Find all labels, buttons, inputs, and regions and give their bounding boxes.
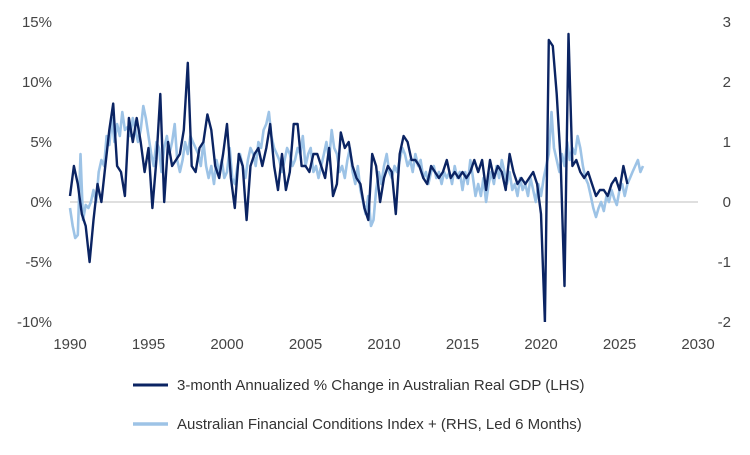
x-tick-label: 2010 — [367, 336, 400, 353]
x-tick-label: 2000 — [210, 336, 243, 353]
y-right-tick-label: -2 — [718, 314, 731, 331]
x-tick-label: 1990 — [53, 336, 86, 353]
legend-label-fci: Australian Financial Conditions Index + … — [177, 416, 582, 433]
y-left-tick-label: 5% — [30, 134, 52, 151]
y-right-tick-label: 3 — [723, 14, 731, 31]
y-axis-left: 15% 10% 5% 0% -5% -10% — [17, 14, 52, 331]
plot-area — [68, 32, 698, 322]
legend: 3-month Annualized % Change in Australia… — [133, 377, 584, 433]
y-axis-right: 3 2 1 0 -1 -2 — [718, 14, 731, 331]
x-tick-label: 2005 — [289, 336, 322, 353]
y-left-tick-label: -5% — [25, 254, 52, 271]
x-tick-label: 2030 — [681, 336, 714, 353]
y-right-tick-label: 1 — [723, 134, 731, 151]
y-left-tick-label: 15% — [22, 14, 52, 31]
x-tick-label: 2025 — [603, 336, 636, 353]
y-right-tick-label: 2 — [723, 74, 731, 91]
y-left-tick-label: 0% — [30, 194, 52, 211]
y-left-tick-label: 10% — [22, 74, 52, 91]
legend-label-gdp: 3-month Annualized % Change in Australia… — [177, 377, 584, 394]
x-tick-label: 2015 — [446, 336, 479, 353]
y-right-tick-label: 0 — [723, 194, 731, 211]
y-left-tick-label: -10% — [17, 314, 52, 331]
x-tick-label: 1995 — [132, 336, 165, 353]
y-right-tick-label: -1 — [718, 254, 731, 271]
x-axis: 1990 1995 2000 2005 2010 2015 2020 2025 2030 — [53, 336, 714, 353]
series-line-gdp — [68, 32, 629, 322]
x-tick-label: 2020 — [524, 336, 557, 353]
